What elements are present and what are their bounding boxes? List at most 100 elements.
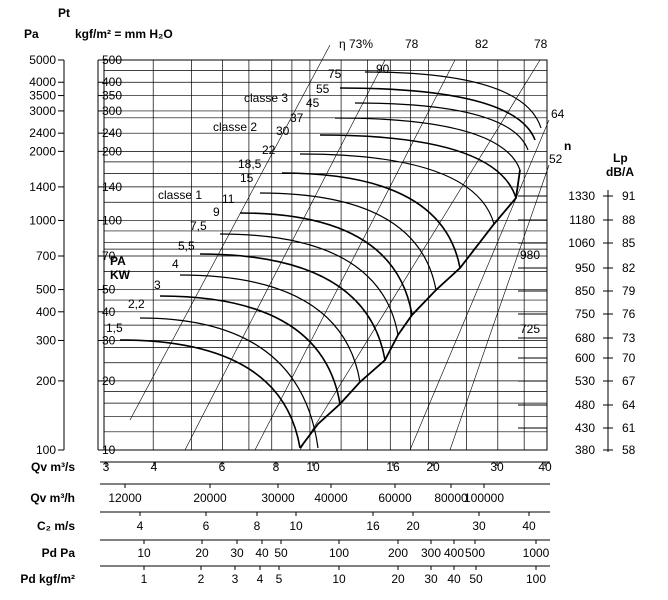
speed-label: 1180	[569, 213, 595, 227]
pa-tick-label: 700	[36, 249, 56, 263]
kgf-tick-label: 70	[102, 249, 116, 263]
pa-tick-label: 300	[36, 333, 56, 347]
pa-tick-label: 400	[36, 305, 56, 319]
kgf-tick-label: 300	[102, 104, 122, 118]
kgf-tick-label: 50	[102, 283, 116, 297]
power-label: 2,2	[128, 297, 145, 311]
x-tick-label: 5	[276, 572, 283, 586]
speed-label: 1330	[568, 189, 595, 203]
x-tick-label: 8	[273, 460, 280, 474]
performance-curve	[219, 233, 399, 336]
speed-label: 480	[575, 398, 595, 412]
x-axis-label: Qv m³/h	[30, 491, 75, 505]
x-tick-label: 100	[329, 546, 349, 560]
x-tick-label: 30000	[261, 491, 295, 505]
chart-axes: 1002003004005007001000140020002400300035…	[20, 53, 635, 586]
power-label: 45	[306, 96, 320, 110]
noise-unit-label: Lp	[613, 151, 628, 165]
performance-curve	[259, 192, 437, 291]
speed-label: 680	[575, 331, 595, 345]
x-tick-label: 1	[141, 572, 148, 586]
extra-speed-label: 725	[520, 322, 540, 336]
performance-curve	[319, 134, 517, 199]
noise-label: 91	[622, 189, 636, 203]
kgf-tick-label: 500	[102, 53, 122, 67]
pa-tick-label: 3500	[29, 89, 56, 103]
x-tick-label: 20	[195, 546, 209, 560]
x-axis-label: Pd Pa	[42, 546, 76, 560]
noise-unit-sub-label: dB/A	[606, 165, 634, 179]
power-label: 22	[262, 143, 276, 157]
x-tick-label: 6	[203, 519, 210, 533]
efficiency-label: 82	[475, 37, 489, 51]
x-tick-label: 80000	[434, 491, 468, 505]
x-tick-label: 40000	[314, 491, 348, 505]
power-label: 30	[276, 124, 290, 138]
power-label: 11	[222, 192, 235, 206]
x-tick-label: 2	[198, 572, 205, 586]
x-tick-label: 1000	[523, 546, 550, 560]
kw-label: KW	[110, 268, 131, 282]
x-tick-label: 30	[230, 546, 244, 560]
extra-speed-label: 980	[520, 248, 540, 262]
x-tick-label: 10	[137, 546, 151, 560]
power-limit-line	[299, 169, 521, 449]
pa-tick-label: 3000	[29, 104, 56, 118]
performance-curve	[179, 274, 361, 383]
x-axis-label: Qv m³/s	[31, 460, 75, 474]
x-tick-label: 4	[151, 460, 158, 474]
efficiency-label: 78	[534, 37, 548, 51]
x-tick-label: 20	[406, 519, 420, 533]
performance-curve	[159, 295, 341, 405]
pa-tick-label: 1400	[29, 180, 56, 194]
x-axis-label: Pd kgf/m²	[20, 572, 75, 586]
performance-curve	[339, 87, 536, 141]
x-tick-label: 30	[424, 572, 438, 586]
power-label: 4	[172, 257, 179, 271]
x-tick-label: 30	[490, 460, 504, 474]
x-tick-label: 10	[306, 460, 320, 474]
x-tick-label: 10	[289, 519, 303, 533]
x-tick-label: 16	[386, 460, 400, 474]
x-tick-label: 16	[366, 519, 380, 533]
performance-curve	[334, 117, 521, 171]
noise-label: 76	[622, 307, 636, 321]
pa-unit-label: Pa	[24, 27, 39, 41]
power-label: 3	[154, 278, 161, 292]
noise-label: 58	[622, 443, 636, 457]
kgf-tick-label: 10	[102, 443, 116, 457]
speed-label: 950	[575, 261, 595, 275]
class-label: classe 3	[244, 91, 288, 105]
x-axis-label: C₂ m/s	[37, 519, 75, 533]
noise-label: 61	[622, 421, 636, 435]
performance-curve	[119, 339, 301, 449]
x-tick-label: 12000	[108, 491, 142, 505]
power-label: 75	[328, 67, 342, 81]
efficiency-label: η 73%	[339, 37, 373, 51]
speed-label: 530	[575, 374, 595, 388]
kgf-tick-label: 350	[102, 89, 122, 103]
performance-curve	[281, 172, 461, 269]
pa-tick-label: 2400	[29, 126, 56, 140]
class-label: classe 2	[213, 120, 257, 134]
performance-curve	[139, 317, 319, 449]
x-tick-label: 4	[137, 519, 144, 533]
x-tick-label: 10	[332, 572, 346, 586]
performance-curve	[199, 253, 386, 361]
efficiency-line	[184, 59, 386, 451]
x-tick-label: 40	[522, 519, 536, 533]
x-tick-label: 3	[103, 460, 110, 474]
speed-label: 380	[575, 443, 595, 457]
pa-label: PA	[110, 254, 126, 268]
noise-label: 88	[622, 213, 636, 227]
pa-tick-label: 500	[36, 283, 56, 297]
power-label: 5,5	[178, 239, 195, 253]
speed-label: 1060	[568, 236, 595, 250]
power-label: 90	[376, 62, 390, 76]
efficiency-line	[449, 164, 550, 451]
speed-label: 430	[575, 421, 595, 435]
x-tick-label: 3	[232, 572, 239, 586]
x-tick-label: 100	[526, 572, 546, 586]
pa-tick-label: 5000	[29, 53, 56, 67]
noise-label: 67	[622, 374, 636, 388]
